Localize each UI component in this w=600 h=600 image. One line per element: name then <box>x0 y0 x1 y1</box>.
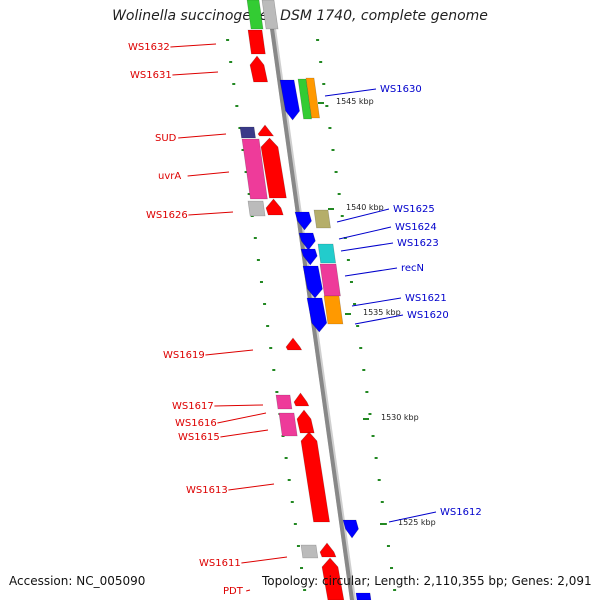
gene-SUD <box>257 124 275 137</box>
gene-WS1612 <box>342 519 359 539</box>
gene-label-WS1625: WS1625 <box>393 204 435 215</box>
gene-WS1630-green <box>297 78 312 120</box>
gene-WS1613 <box>300 431 330 523</box>
gene-leader-PDT <box>246 589 251 592</box>
gene-recN-magenta <box>319 263 341 297</box>
gene-WS1617-arrow <box>293 392 310 407</box>
gene-bottom-blue <box>355 592 372 600</box>
gene-leader-uvrA <box>187 171 230 177</box>
gene-WS1625-olive <box>313 209 331 229</box>
kbp-tick-label: 1525 kbp <box>398 518 436 527</box>
gene-block-grey <box>261 0 279 30</box>
gene-WS1631 <box>249 55 269 83</box>
gene-WS1623-cyan <box>317 243 337 264</box>
gene-label-WS1613: WS1613 <box>186 485 228 496</box>
gene-leader-WS1619 <box>205 349 254 356</box>
gene-label-WS1623: WS1623 <box>397 238 439 249</box>
figure-title: Wolinella succinogenes DSM 1740, complet… <box>112 8 488 24</box>
kbp-tick-label: 1530 kbp <box>381 413 419 422</box>
gene-WS1621 <box>306 297 328 333</box>
gene-label-WS1632: WS1632 <box>128 42 170 53</box>
gene-label-PDT: PDT <box>223 586 244 597</box>
genome-summary: Topology: circular; Length: 2,110,355 bp… <box>262 574 592 588</box>
gene-leader-WS1621 <box>351 297 402 307</box>
gene-leader-WS1611 <box>241 556 288 564</box>
gene-label-WS1615: WS1615 <box>178 432 220 443</box>
gene-WS1630 <box>279 79 300 121</box>
gene-SUD-navy <box>239 126 256 139</box>
gene-block-green <box>246 0 264 30</box>
gene-leader-WS1613 <box>228 483 275 491</box>
gene-leader-WS1623 <box>340 242 394 252</box>
gene-label-WS1630: WS1630 <box>380 84 422 95</box>
gene-leader-WS1625 <box>336 208 390 223</box>
gene-label-WS1631: WS1631 <box>130 70 172 81</box>
gene-leader-WS1612 <box>388 511 437 523</box>
gene-leader-WS1632 <box>170 43 217 48</box>
gene-label-WS1612: WS1612 <box>440 507 482 518</box>
gene-leader-SUD <box>178 133 227 139</box>
gene-WS1615 <box>296 409 315 434</box>
gene-label-WS1616: WS1616 <box>175 418 217 429</box>
gene-leader-WS1630 <box>324 88 377 97</box>
gene-label-WS1626: WS1626 <box>146 210 188 221</box>
gene-recN <box>302 265 323 299</box>
gene-leader-WS1616 <box>217 412 267 424</box>
gene-leader-WS1626 <box>188 211 234 216</box>
gene-WS1626 <box>265 198 284 216</box>
gene-leader-WS1617 <box>214 404 264 407</box>
gene-WS1620 <box>323 295 344 325</box>
gene-leader-WS1624 <box>338 226 392 240</box>
gene-label-WS1617: WS1617 <box>172 401 214 412</box>
gene-label-recN: recN <box>401 263 424 274</box>
gene-WS1630-orange <box>305 77 320 119</box>
gene-WS1617 <box>275 394 293 410</box>
gene-WS1611 <box>319 542 337 558</box>
gene-WS1611-grey <box>300 544 319 559</box>
gene-leader-recN <box>344 267 398 277</box>
gene-label-WS1619: WS1619 <box>163 350 205 361</box>
gene-leader-WS1631 <box>172 71 219 76</box>
gene-WS1616 <box>278 412 298 437</box>
gene-uvrA <box>260 137 287 199</box>
gene-WS1624 <box>298 232 316 251</box>
kbp-tick-label: 1545 kbp <box>336 97 374 106</box>
gene-label-WS1621: WS1621 <box>405 293 447 304</box>
gene-PDT <box>321 557 345 600</box>
gene-WS1623 <box>300 248 318 266</box>
gene-label-WS1624: WS1624 <box>395 222 437 233</box>
gene-leader-WS1620 <box>354 314 404 325</box>
gene-label-uvrA: uvrA <box>158 171 181 182</box>
kbp-tick-label: 1540 kbp <box>346 203 384 212</box>
accession-label: Accession: NC_005090 <box>9 574 146 588</box>
gene-label-WS1620: WS1620 <box>407 310 449 321</box>
gene-WS1632 <box>247 29 266 55</box>
gene-label-SUD: SUD <box>155 133 177 144</box>
gene-uvrA-magenta <box>241 138 268 200</box>
gene-WS1626-grey <box>247 200 266 217</box>
gene-WS1625 <box>294 211 312 231</box>
gene-leader-WS1615 <box>220 429 269 438</box>
gene-WS1619 <box>285 337 303 351</box>
kbp-tick-label: 1535 kbp <box>363 308 401 317</box>
gene-label-WS1611: WS1611 <box>199 558 241 569</box>
